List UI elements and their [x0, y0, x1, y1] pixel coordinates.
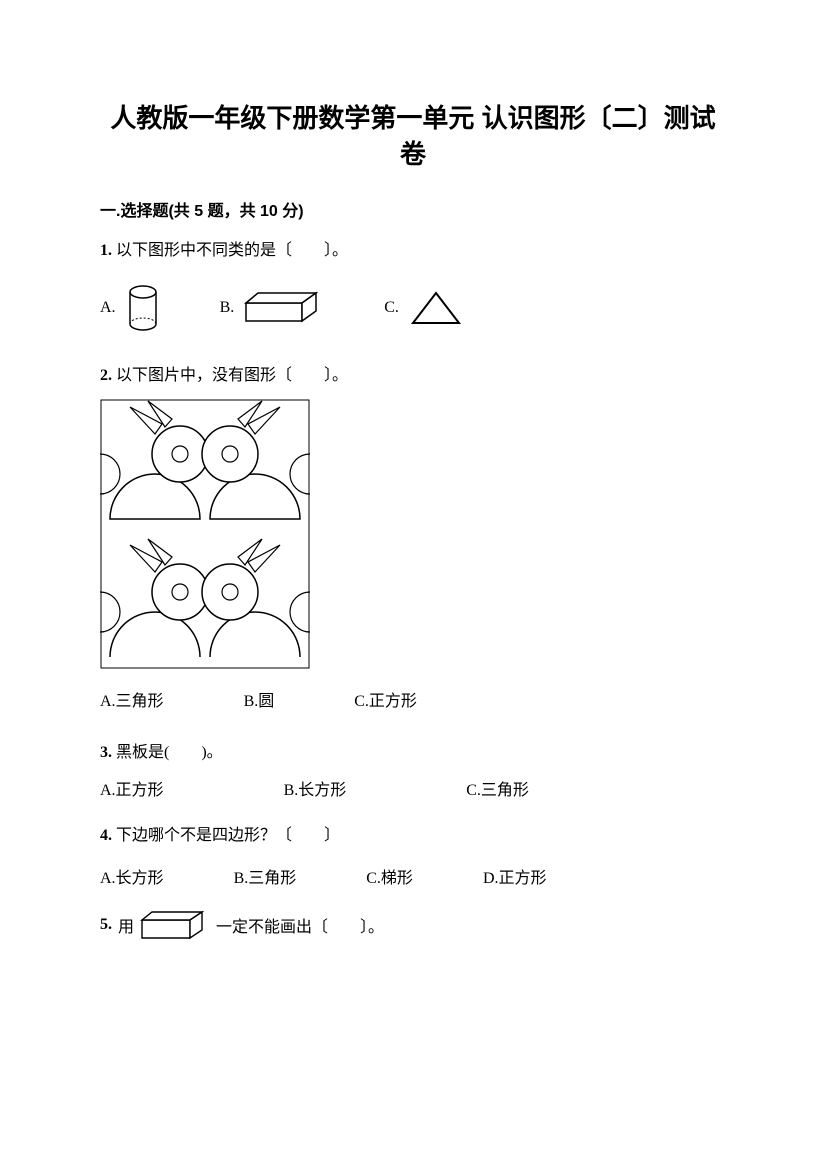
q1-text: 以下图形中不同类的是〔 〕。: [116, 242, 348, 259]
q3-option-b: B.长方形: [284, 776, 347, 800]
q2-option-c: C.正方形: [354, 687, 417, 711]
q1-option-c: C.: [384, 289, 463, 327]
triangle-icon: [409, 289, 463, 327]
q2-options: A.三角形 B.圆 C.正方形: [100, 687, 726, 711]
question-4: 4. 下边哪个不是四边形？〔 〕: [100, 822, 726, 849]
q5-pre: 用: [118, 913, 134, 937]
q2-option-b: B.圆: [244, 687, 275, 711]
cuboid-small-icon: [140, 910, 210, 940]
q3-option-c: C.三角形: [466, 776, 529, 800]
section-heading: 一.选择题(共 5 题，共 10 分): [100, 197, 726, 221]
q2-text: 以下图片中，没有图形〔 〕。: [116, 367, 348, 384]
q2-figure: [100, 399, 310, 669]
q1-c-label: C.: [384, 299, 399, 317]
q2-number: 2.: [100, 367, 112, 384]
q4-option-b: B.三角形: [234, 864, 297, 888]
cylinder-icon: [126, 284, 160, 332]
q3-number: 3.: [100, 744, 112, 761]
q3-options: A.正方形 B.长方形 C.三角形: [100, 776, 726, 800]
q5-post: 一定不能画出〔 〕。: [216, 913, 384, 937]
q4-option-a: A.长方形: [100, 864, 164, 888]
q4-options: A.长方形 B.三角形 C.梯形 D.正方形: [100, 864, 726, 888]
page: 人教版一年级下册数学第一单元 认识图形〔二〕测试卷 一.选择题(共 5 题，共 …: [0, 0, 826, 1169]
q1-option-b: B.: [220, 291, 325, 325]
question-2: 2. 以下图片中，没有图形〔 〕。: [100, 362, 726, 389]
page-title: 人教版一年级下册数学第一单元 认识图形〔二〕测试卷: [100, 100, 726, 173]
q3-option-a: A.正方形: [100, 776, 164, 800]
q1-options: A. B. C.: [100, 284, 726, 332]
question-1: 1. 以下图形中不同类的是〔 〕。: [100, 237, 726, 264]
question-3: 3. 黑板是( )。: [100, 739, 726, 766]
q1-number: 1.: [100, 242, 112, 259]
q1-option-a: A.: [100, 284, 160, 332]
q4-option-c: C.梯形: [366, 864, 413, 888]
q4-number: 4.: [100, 827, 112, 844]
q1-b-label: B.: [220, 299, 235, 317]
q4-text: 下边哪个不是四边形？〔 〕: [116, 827, 340, 844]
cuboid-icon: [244, 291, 324, 325]
q3-text: 黑板是( )。: [116, 744, 223, 761]
q4-option-d: D.正方形: [483, 864, 547, 888]
q1-a-label: A.: [100, 299, 116, 317]
q5-number: 5.: [100, 916, 112, 934]
question-5: 5. 用 一定不能画出〔 〕。: [100, 910, 726, 940]
q2-option-a: A.三角形: [100, 687, 164, 711]
